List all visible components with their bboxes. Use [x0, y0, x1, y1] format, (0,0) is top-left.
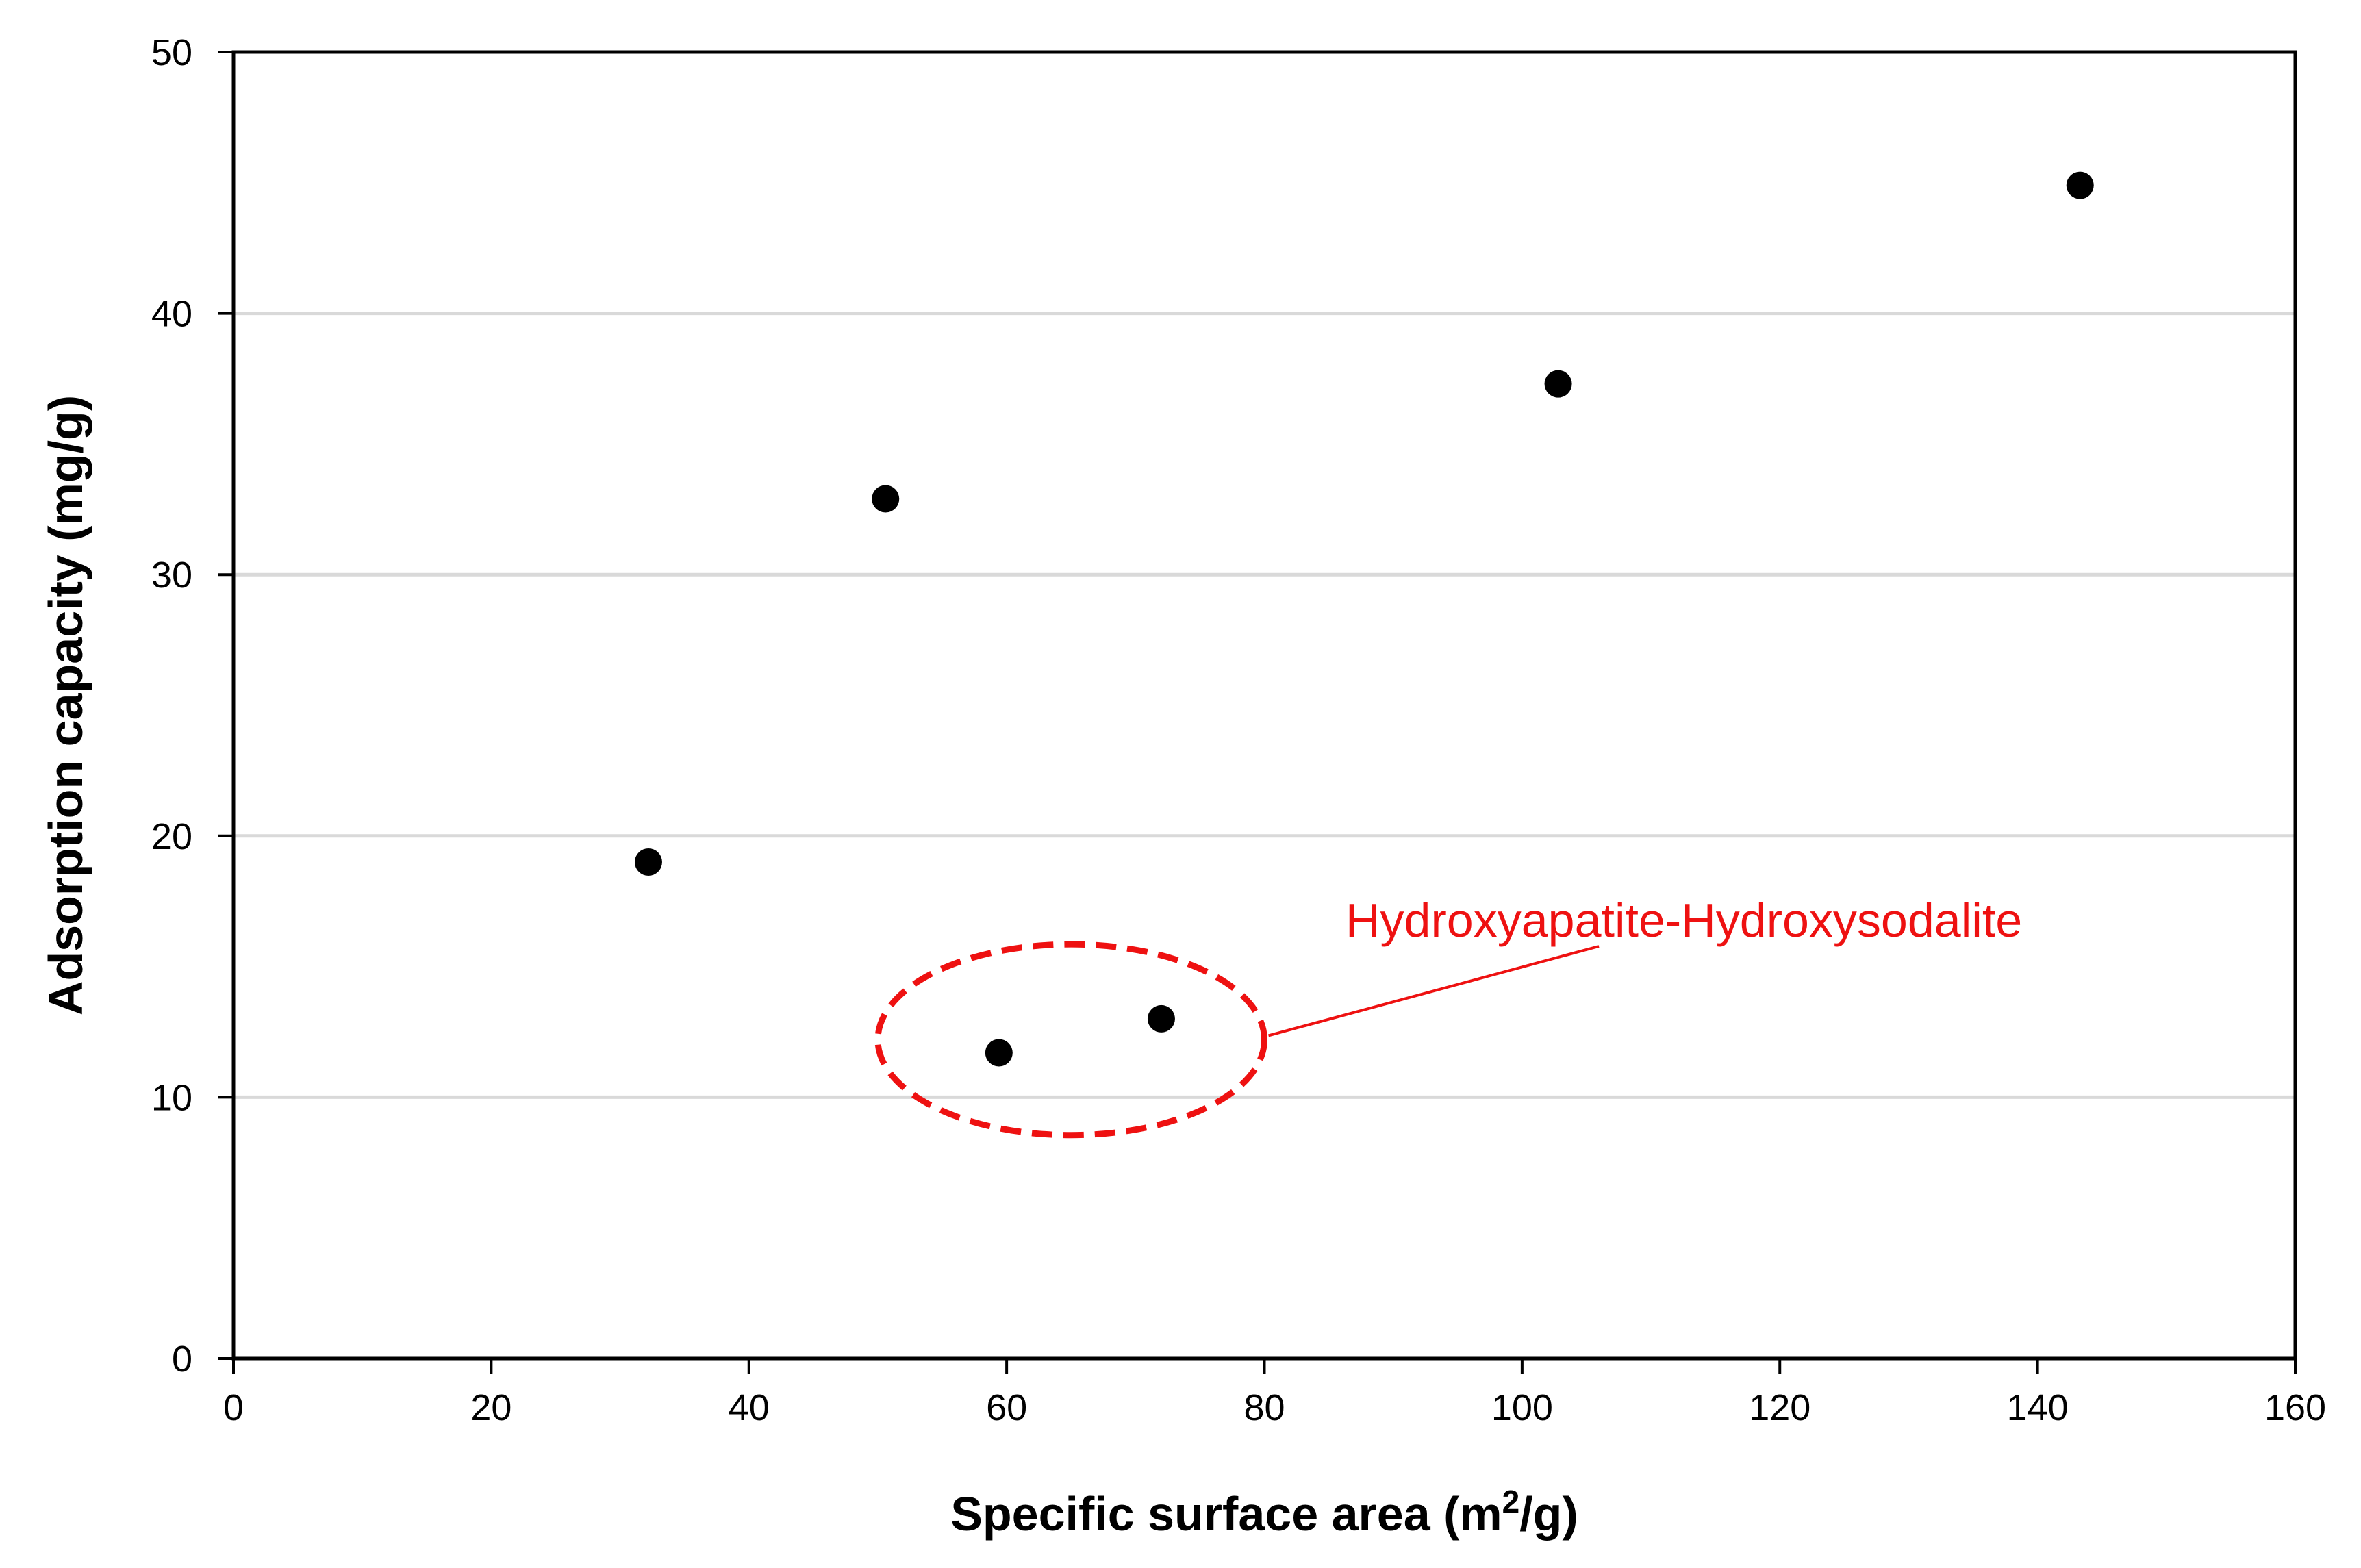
x-tick-label-160: 160 — [2264, 1387, 2326, 1428]
y-tick-label-50: 50 — [151, 32, 192, 73]
highlight-ellipse — [874, 941, 1267, 1139]
y-tick-label-10: 10 — [151, 1077, 192, 1118]
x-axis-title-superscript: 2 — [1502, 1484, 1520, 1519]
x-axis-title: Specific surface area (m2/g) — [950, 1484, 1578, 1541]
x-tick-labels: 0 20 40 60 80 100 120 140 160 — [223, 1387, 2326, 1428]
x-tick-label-0: 0 — [223, 1387, 244, 1428]
gridlines — [233, 312, 2295, 1099]
data-point-0-2 — [985, 1039, 1013, 1067]
x-tick-label-100: 100 — [1491, 1387, 1553, 1428]
x-tick-label-60: 60 — [986, 1387, 1027, 1428]
x-tick-label-140: 140 — [2007, 1387, 2069, 1428]
x-axis-title-main: Specific surface area (m — [950, 1487, 1502, 1541]
annotation-group: Hydroxyapatite-Hydroxysodalite — [874, 894, 2022, 1139]
data-point-0-3 — [1147, 1004, 1175, 1033]
y-tick-label-40: 40 — [151, 294, 192, 335]
x-tick-label-80: 80 — [1243, 1387, 1285, 1428]
x-tick-label-120: 120 — [1749, 1387, 1810, 1428]
data-point-0-1 — [872, 485, 900, 513]
x-axis-title-suffix: /g) — [1519, 1487, 1578, 1541]
data-points — [634, 171, 2094, 1067]
data-point-0-4 — [1544, 370, 1572, 398]
axis-ticks — [218, 51, 2297, 1374]
y-tick-label-30: 30 — [151, 555, 192, 596]
annotation-label: Hydroxyapatite-Hydroxysodalite — [1346, 894, 2022, 947]
x-tick-label-20: 20 — [470, 1387, 512, 1428]
x-tick-label-40: 40 — [729, 1387, 770, 1428]
annotation-leader-line — [1267, 945, 1600, 1037]
plot-area-frame — [231, 50, 2297, 1361]
data-point-0-5 — [2066, 171, 2094, 199]
y-tick-label-20: 20 — [151, 816, 192, 857]
data-point-0-0 — [634, 848, 662, 876]
y-tick-labels: 0 10 20 30 40 50 — [151, 32, 192, 1380]
y-tick-label-0: 0 — [172, 1339, 192, 1380]
y-axis-title: Adsorption capacity (mg/g) — [39, 395, 92, 1015]
